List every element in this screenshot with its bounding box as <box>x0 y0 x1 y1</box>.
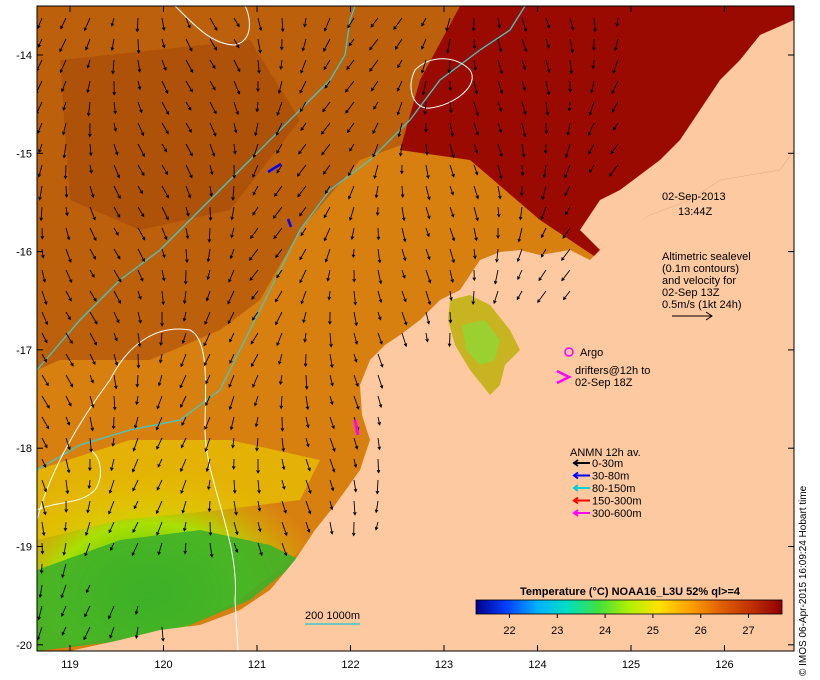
colorbar-tick-label: 22 <box>503 625 515 637</box>
colorbar-tick-label: 23 <box>551 625 563 637</box>
sealevel-contour-3 <box>37 328 239 651</box>
colorbar-tick-label: 26 <box>695 625 707 637</box>
drifter-marker-icon <box>556 369 572 385</box>
drifters-line-1: drifters@12h to <box>575 365 650 377</box>
anmn-legend-arrow-icon <box>572 509 590 517</box>
scale-arrow <box>672 311 713 321</box>
argo-label: Argo <box>580 347 603 359</box>
colorbar-gradient <box>475 599 783 615</box>
altimetry-legend: Altimetric sealevel (0.1m contours) and … <box>662 251 751 321</box>
date-line-2: 13:44Z <box>678 206 713 218</box>
sst-yellow-band <box>37 440 320 540</box>
anmn-legend: ANMN 12h av. 0-30m30-80m80-150m150-300m3… <box>570 447 642 520</box>
credit-text: © IMOS 06-Apr-2015 16:09:24 Hobart time <box>798 485 809 676</box>
y-tick-label: -14 <box>16 50 32 62</box>
colorbar-tick-label: 27 <box>742 625 754 637</box>
isobath-1000m <box>37 6 526 471</box>
anmn-legend-arrow-icon <box>572 484 590 492</box>
x-axis: 119 120 121 122 123 124 125 126 <box>61 6 734 671</box>
altimetry-line-5: 0.5m/s (1kt 24h) <box>662 299 741 311</box>
anmn-legend-label: 300-600m <box>592 508 642 520</box>
anmn-title: ANMN 12h av. <box>570 447 641 459</box>
x-tick-label: 125 <box>622 659 640 671</box>
sealevel-contour-4 <box>37 449 101 511</box>
x-tick-label: 120 <box>154 659 172 671</box>
velocity-arrows <box>37 17 619 642</box>
isobath-legend: 200 1000m <box>305 610 360 625</box>
colorbar: Temperature (°C) NOAA16_L3U 52% ql>=4 22… <box>475 586 783 637</box>
sst-cold-zone <box>37 530 300 651</box>
altimetry-line-3: and velocity for <box>662 275 736 287</box>
colorbar-tick-label: 24 <box>599 625 611 637</box>
y-tick-label: -20 <box>16 640 32 652</box>
anmn-legend-label: 0-30m <box>592 458 623 470</box>
sst-warm-patch <box>60 40 300 230</box>
anmn-legend-arrow-icon <box>572 496 590 505</box>
colorbar-title: Temperature (°C) NOAA16_L3U 52% ql>=4 <box>520 586 741 598</box>
plot-frame <box>36 5 795 652</box>
mooring-arrow-blue <box>267 162 282 174</box>
x-tick-label: 121 <box>248 659 266 671</box>
x-tick-label: 123 <box>435 659 453 671</box>
map-plot-area <box>37 6 794 651</box>
king-sound-inner <box>462 320 500 365</box>
altimetry-line-4: 02-Sep 13Z <box>662 287 720 299</box>
mooring-arrow-blue-2 <box>286 218 293 228</box>
altimetry-line-2: (0.1m contours) <box>662 263 739 275</box>
anmn-legend-label: 80-150m <box>592 483 635 495</box>
x-tick-label: 122 <box>341 659 359 671</box>
y-tick-label: -15 <box>16 148 32 160</box>
date-line-1: 02-Sep-2013 <box>662 191 726 203</box>
argo-marker-icon <box>564 347 574 357</box>
argo-legend: Argo <box>564 347 603 359</box>
x-tick-label: 124 <box>528 659 546 671</box>
sealevel-contour-1 <box>174 6 250 46</box>
isobath-label: 200 1000m <box>305 610 360 622</box>
anmn-legend-arrow-icon <box>572 471 590 480</box>
x-tick-label: 126 <box>715 659 733 671</box>
drifters-line-2: 02-Sep 18Z <box>575 377 633 389</box>
y-tick-label: -16 <box>16 247 32 259</box>
y-tick-label: -18 <box>16 443 32 455</box>
altimetry-line-1: Altimetric sealevel <box>662 251 751 263</box>
y-tick-label: -17 <box>16 345 32 357</box>
colorbar-ticks: 22 23 24 25 26 27 <box>503 614 755 637</box>
land-kimberley <box>580 20 794 250</box>
y-axis: -14 -15 -16 -17 -18 -19 -20 <box>16 50 794 652</box>
y-tick-label: -19 <box>16 542 32 554</box>
drifters-legend: drifters@12h to 02-Sep 18Z <box>556 365 650 389</box>
colorbar-tick-label: 25 <box>647 625 659 637</box>
sealevel-contour-2 <box>410 58 473 109</box>
x-tick-label: 119 <box>61 659 79 671</box>
anmn-legend-label: 30-80m <box>592 471 629 483</box>
anmn-legend-label: 150-300m <box>592 496 642 508</box>
land-mass <box>70 150 794 651</box>
mooring-arrow-magenta <box>353 419 360 436</box>
anmn-legend-arrow-icon <box>572 459 590 467</box>
